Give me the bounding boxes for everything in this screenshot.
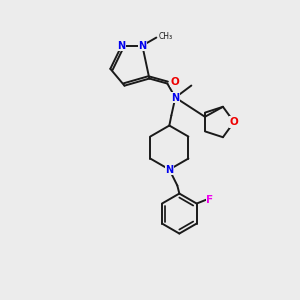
Text: F: F	[206, 194, 213, 205]
Text: N: N	[118, 40, 126, 51]
Text: N: N	[171, 92, 179, 103]
Text: N: N	[165, 164, 173, 175]
Text: O: O	[171, 76, 180, 86]
Text: N: N	[138, 40, 146, 51]
Text: O: O	[230, 117, 238, 127]
Text: CH₃: CH₃	[158, 32, 172, 41]
